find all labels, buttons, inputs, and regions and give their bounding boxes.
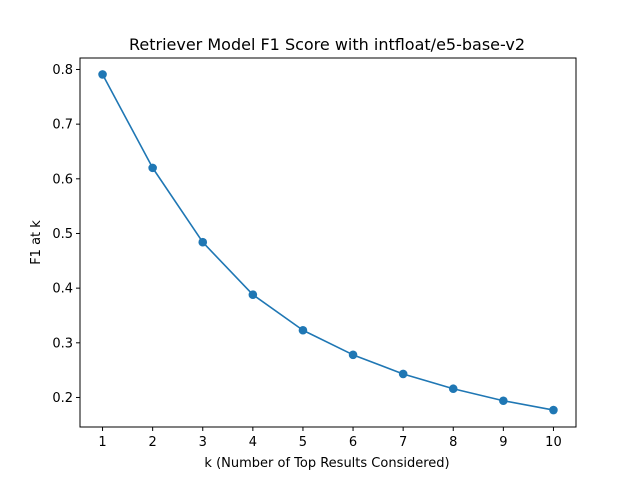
x-axis: 1 2 3 4 5 6 7 8 9 10 — [98, 427, 562, 450]
x-tick-label: 1 — [98, 435, 106, 450]
data-point — [499, 396, 508, 406]
data-point — [198, 237, 208, 247]
x-tick-label: 3 — [199, 435, 207, 450]
data-point — [148, 163, 157, 173]
data-point — [448, 384, 458, 394]
x-tick-label: 9 — [499, 435, 507, 450]
x-axis-label: k (Number of Top Results Considered) — [204, 456, 449, 471]
y-axis: 0.2 0.3 0.4 0.5 0.6 0.7 0.8 — [52, 63, 80, 406]
y-tick-label: 0.5 — [52, 227, 73, 242]
x-tick-label: 6 — [349, 435, 357, 450]
y-axis-label: F1 at k — [29, 220, 44, 265]
y-tick-label: 0.7 — [52, 118, 73, 133]
series-line — [101, 74, 554, 411]
x-tick-label: 7 — [399, 435, 407, 450]
plot-area — [98, 70, 558, 415]
data-point — [298, 325, 308, 335]
x-tick-label: 10 — [545, 435, 562, 450]
x-tick-label: 5 — [299, 435, 307, 450]
x-tick-label: 8 — [449, 435, 457, 450]
y-tick-label: 0.8 — [52, 63, 73, 78]
axes-frame — [79, 57, 577, 428]
data-point — [549, 405, 558, 415]
y-tick-label: 0.6 — [52, 172, 73, 187]
data-point — [98, 70, 107, 79]
y-tick-label: 0.4 — [52, 282, 73, 297]
x-tick-label: 4 — [249, 435, 257, 450]
data-point — [348, 350, 358, 360]
data-point — [398, 369, 408, 379]
data-point — [248, 290, 258, 300]
chart-title: Retriever Model F1 Score with intfloat/e… — [129, 35, 525, 54]
y-tick-label: 0.2 — [52, 391, 73, 406]
x-tick-label: 2 — [149, 435, 157, 450]
y-tick-label: 0.3 — [52, 336, 73, 351]
